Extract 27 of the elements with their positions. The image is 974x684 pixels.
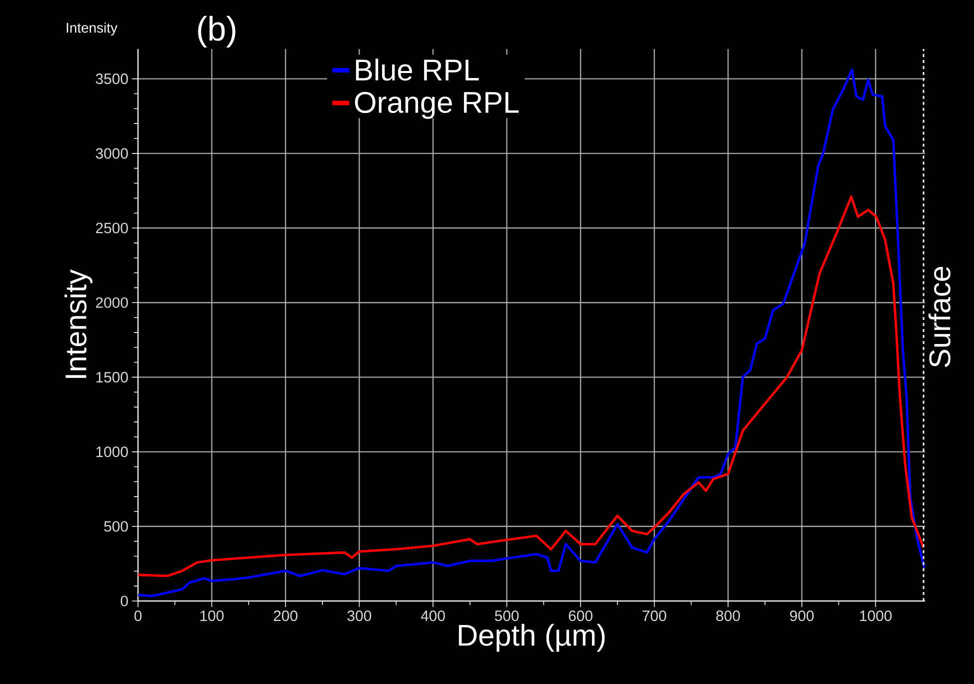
y-axis-title: Intensity [64, 269, 92, 378]
x-tick-label: 700 [642, 610, 666, 622]
y-tick-label: 2000 [96, 297, 128, 308]
chart-title: (b) [198, 16, 236, 48]
y-tick-label: 1000 [96, 446, 128, 458]
y-tick-label: 3500 [96, 74, 128, 84]
y-tick-label: 500 [104, 521, 128, 532]
x-tick-label: 500 [494, 610, 519, 622]
line-series [136, 195, 925, 578]
x-tick-label: 1000 [860, 610, 892, 622]
legend-label: Orange RPL [354, 92, 519, 119]
text: Intensity [66, 22, 118, 36]
x-tick-label: 0 [134, 610, 142, 622]
x-tick-label: 600 [568, 610, 592, 622]
y-tick-label: 2500 [96, 222, 128, 234]
x-tick-label: 800 [716, 610, 740, 622]
x-axis-title: Depth (µm) [458, 624, 605, 652]
x-tick-label: 900 [790, 610, 814, 622]
legend-label: Blue RPL [356, 58, 479, 81]
y-tick-label: 3000 [96, 148, 128, 159]
x-tick-label: 200 [274, 610, 298, 622]
y-tick-label: 1500 [96, 372, 128, 382]
x-tick-label: 300 [347, 610, 372, 622]
y-tick-label: 0 [120, 596, 128, 606]
x-tick-label: 100 [200, 610, 224, 622]
x-tick-label: 400 [420, 610, 445, 622]
ref-line-label: Surface [928, 266, 950, 368]
